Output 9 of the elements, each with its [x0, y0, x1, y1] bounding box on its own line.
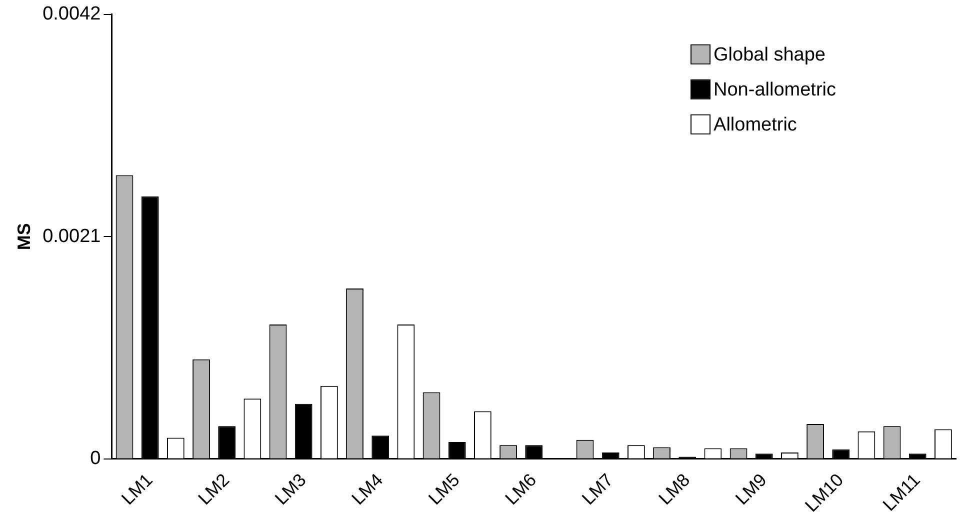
legend-label: Allometric	[714, 114, 797, 136]
y-tick-label: 0.0021	[42, 226, 101, 247]
y-tick-label: 0.0042	[42, 4, 101, 25]
x-tick-label: LM1	[118, 470, 156, 509]
y-axis-title: MS	[14, 223, 34, 250]
x-tick-label: LM9	[732, 470, 770, 509]
y-tick-label: 0	[90, 448, 101, 470]
legend-label: Global shape	[714, 44, 826, 66]
legend-label: Non-allometric	[714, 80, 836, 101]
